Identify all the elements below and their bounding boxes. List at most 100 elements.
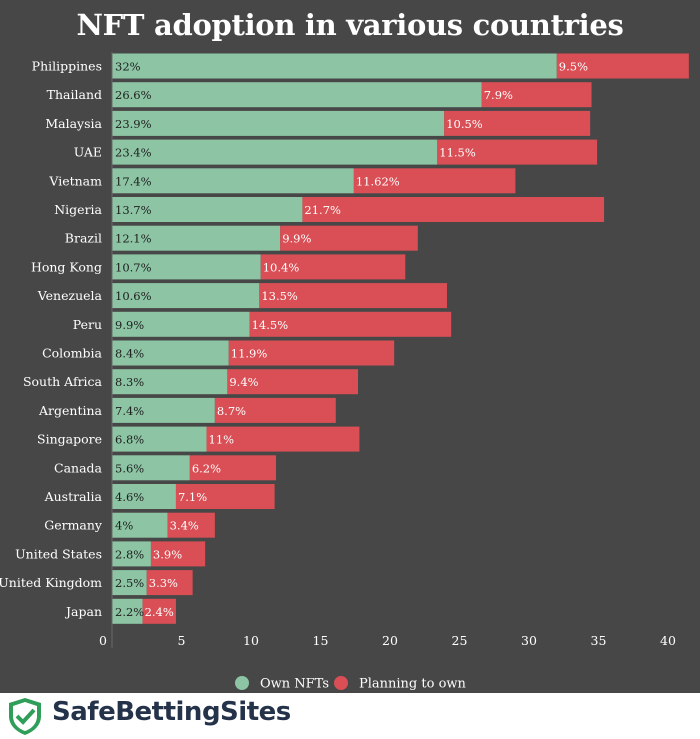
category-label: Colombia <box>42 346 102 361</box>
bar-own-nfts <box>112 598 143 624</box>
bar-own-nfts <box>112 311 250 337</box>
category-label: Japan <box>64 604 102 619</box>
data-label-own: 4.6% <box>115 490 144 504</box>
x-tick-label: 0 <box>99 633 107 648</box>
bar-planning-to-own <box>150 541 206 567</box>
bar-planning-to-own <box>556 53 689 79</box>
legend-label-own-nfts: Own NFTs <box>260 677 329 692</box>
category-label: United Kingdom <box>0 575 102 590</box>
category-label: Brazil <box>65 231 102 246</box>
bar-planning-to-own <box>214 397 336 423</box>
category-label: Peru <box>73 317 102 332</box>
bar-own-nfts <box>112 53 557 79</box>
bar-own-nfts <box>112 168 354 194</box>
data-label-planning: 11.9% <box>231 347 268 361</box>
data-label-own: 10.6% <box>115 289 152 303</box>
bar-planning-to-own <box>142 598 176 624</box>
bar-own-nfts <box>112 369 228 395</box>
bar-chart: Philippines 32% 9.5% Thailand 26.6% 7.9% Malay… <box>0 52 689 692</box>
data-label-own: 2.5% <box>115 576 144 590</box>
bar-own-nfts <box>112 541 151 567</box>
data-label-own: 8.3% <box>115 375 144 389</box>
category-label: Vietnam <box>48 173 102 188</box>
bar-own-nfts <box>112 139 438 165</box>
data-label-own: 2.8% <box>115 547 144 561</box>
bar-own-nfts <box>112 197 303 222</box>
x-tick-label: 30 <box>521 633 537 648</box>
brand-logo-text: SafeBettingSites <box>52 697 291 727</box>
category-label: Hong Kong <box>31 259 102 274</box>
data-label-own: 13.7% <box>115 203 152 217</box>
bar-planning-to-own <box>228 340 395 366</box>
bar-planning-to-own <box>206 426 360 452</box>
data-label-own: 23.4% <box>115 146 152 160</box>
bar-planning-to-own <box>481 82 592 108</box>
shield-check-icon <box>9 698 41 735</box>
bar-planning-to-own <box>167 512 215 538</box>
category-label: Malaysia <box>45 116 102 131</box>
data-label-own: 5.6% <box>115 461 144 475</box>
data-label-own: 7.4% <box>115 404 144 418</box>
bar-own-nfts <box>112 426 207 452</box>
data-label-planning: 11.62% <box>356 174 400 188</box>
data-label-planning: 3.9% <box>153 547 182 561</box>
bar-own-nfts <box>112 283 260 309</box>
data-label-planning: 9.9% <box>282 232 311 246</box>
category-label: United States <box>15 546 102 561</box>
bar-planning-to-own <box>353 168 516 194</box>
bar-planning-to-own <box>280 225 418 251</box>
bar-own-nfts <box>112 455 190 481</box>
category-label: Germany <box>44 518 103 533</box>
data-label-own: 2.2% <box>115 605 144 619</box>
category-label: Thailand <box>47 87 102 102</box>
bar-planning-to-own <box>302 197 605 222</box>
category-label: UAE <box>74 145 102 160</box>
data-label-planning: 11.5% <box>439 146 476 160</box>
bar-planning-to-own <box>260 254 406 280</box>
x-tick-label: 5 <box>178 633 186 648</box>
category-label: Argentina <box>38 403 103 418</box>
data-label-planning: 21.7% <box>304 203 341 217</box>
data-label-own: 32% <box>115 60 141 74</box>
chart-title: NFT adoption in various countries <box>76 8 624 42</box>
data-label-planning: 9.5% <box>559 60 588 74</box>
bar-own-nfts <box>112 225 281 251</box>
data-label-planning: 9.4% <box>229 375 258 389</box>
data-label-planning: 7.1% <box>178 490 207 504</box>
data-label-planning: 11% <box>209 433 235 447</box>
data-label-planning: 14.5% <box>252 318 289 332</box>
bar-planning-to-own <box>227 369 359 395</box>
data-label-own: 10.7% <box>115 260 152 274</box>
data-label-own: 6.8% <box>115 433 144 447</box>
category-label: Nigeria <box>54 202 102 217</box>
data-label-planning: 6.2% <box>192 461 221 475</box>
category-label: South Africa <box>23 374 103 389</box>
bar-own-nfts <box>112 340 229 366</box>
bar-own-nfts <box>112 254 261 280</box>
legend-marker-own-nfts <box>235 676 249 690</box>
bar-planning-to-own <box>146 570 193 596</box>
bar-planning-to-own <box>259 283 447 309</box>
bar-planning-to-own <box>249 311 452 337</box>
category-label: Venezuela <box>37 288 103 303</box>
footer-banner: SafeBettingSites <box>0 693 700 739</box>
category-label: Singapore <box>37 432 102 447</box>
bar-own-nfts <box>112 484 176 509</box>
data-label-planning: 2.4% <box>145 605 174 619</box>
data-label-planning: 13.5% <box>261 289 298 303</box>
x-tick-label: 40 <box>660 633 676 648</box>
category-label: Australia <box>44 489 103 504</box>
x-tick-label: 10 <box>243 633 259 648</box>
bar-own-nfts <box>112 397 215 423</box>
x-tick-label: 15 <box>313 633 329 648</box>
data-label-own: 17.4% <box>115 174 152 188</box>
data-label-planning: 10.4% <box>263 260 300 274</box>
data-label-own: 26.6% <box>115 88 152 102</box>
bar-own-nfts <box>112 512 168 538</box>
legend-label-planning: Planning to own <box>359 677 467 692</box>
legend-marker-planning <box>334 676 348 690</box>
data-label-own: 4% <box>115 519 133 533</box>
bar-planning-to-own <box>189 455 277 481</box>
bar-own-nfts <box>112 570 147 596</box>
